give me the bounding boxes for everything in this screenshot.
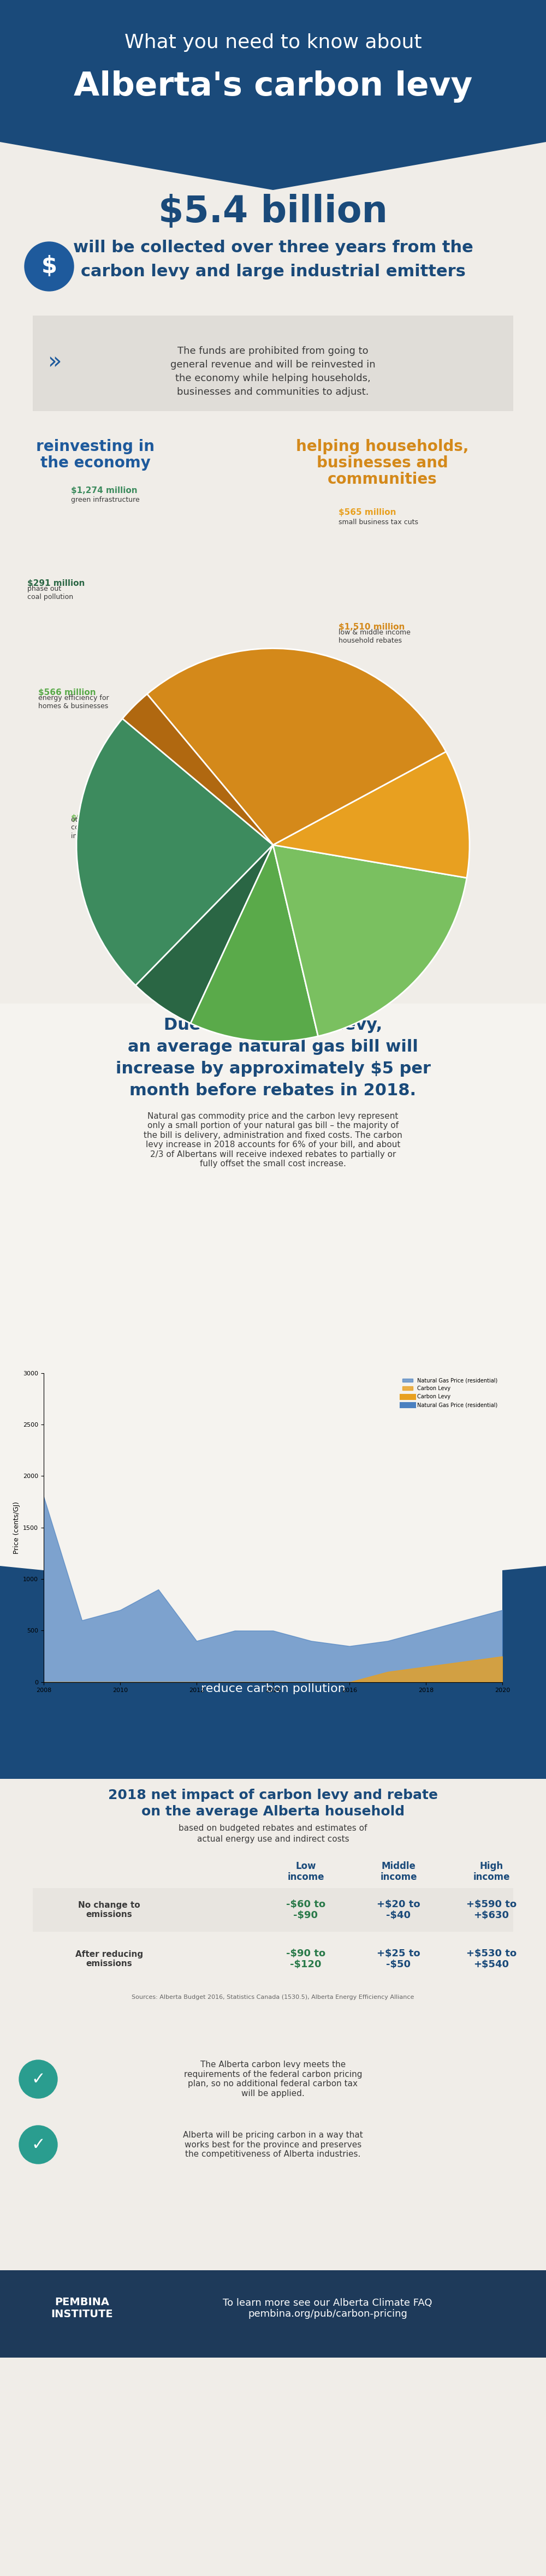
Bar: [0, 0, 546, 142]
Text: will be collected over three years from the: will be collected over three years from …: [73, 240, 473, 255]
Text: month before rebates in 2018.: month before rebates in 2018.: [129, 1082, 417, 1100]
Bar: [33, 1937, 513, 1981]
Bar: [0, 1005, 546, 1592]
Text: phase out
coal pollution: phase out coal pollution: [27, 585, 73, 600]
Legend: Natural Gas Price (residential), Carbon Levy, Carbon Levy, Natural Gas Price (re: Natural Gas Price (residential), Carbon …: [400, 1376, 500, 1409]
Text: To learn more see our Alberta Climate FAQ
pembina.org/pub/carbon-pricing: To learn more see our Alberta Climate FA…: [223, 2298, 432, 2318]
Text: $291 million: $291 million: [27, 580, 85, 587]
Text: Sources: Alberta Budget 2016, Statistics Canada (1530.5), Alberta Energy Efficie: Sources: Alberta Budget 2016, Statistics…: [132, 1994, 414, 1999]
Text: Natural gas commodity price and the carbon levy represent
only a small portion o: Natural gas commodity price and the carb…: [144, 1113, 402, 1167]
Text: increase by approximately $5 per: increase by approximately $5 per: [116, 1061, 430, 1077]
Text: Due to the carbon levy,: Due to the carbon levy,: [164, 1018, 382, 1033]
Bar: [0, 402, 546, 1005]
Wedge shape: [76, 719, 273, 987]
Bar: [33, 317, 513, 412]
Text: small business tax cuts: small business tax cuts: [339, 518, 418, 526]
Text: low & middle income
household rebates: low & middle income household rebates: [339, 629, 411, 644]
Text: Alberta's carbon levy: Alberta's carbon levy: [74, 70, 472, 103]
Text: helping households,: helping households,: [296, 438, 468, 453]
Text: Middle
income: Middle income: [380, 1860, 417, 1883]
Text: an average natural gas bill will: an average natural gas bill will: [128, 1038, 418, 1056]
Text: High
income: High income: [473, 1860, 510, 1883]
Text: +$590 to
+$630: +$590 to +$630: [466, 1899, 517, 1922]
Text: What you need to know about: What you need to know about: [124, 33, 422, 52]
Bar: [33, 1888, 513, 1932]
Text: while keeping the same incentive to: while keeping the same incentive to: [163, 1669, 383, 1680]
Wedge shape: [135, 845, 273, 1023]
Bar: [0, 1566, 546, 1785]
Wedge shape: [273, 752, 470, 878]
Text: ✓: ✓: [31, 2136, 45, 2154]
Text: Sources: Canalta, AUC Gas Advisor, APA lab: Sources: Canalta, AUC Gas Advisor, APA l…: [206, 1561, 340, 1566]
Text: $: $: [41, 255, 57, 278]
Text: carbon levy and large industrial emitters: carbon levy and large industrial emitter…: [81, 263, 465, 281]
Text: ✓: ✓: [31, 2071, 45, 2087]
Text: general revenue and will be reinvested in: general revenue and will be reinvested i…: [170, 361, 376, 368]
Text: other initiatives (e.g. support for
coal communities, renewable energy
investmen: other initiatives (e.g. support for coal…: [71, 817, 200, 840]
Bar: [0, 1780, 546, 2138]
Bar: [0, 137, 546, 415]
Text: on the average Alberta household: on the average Alberta household: [141, 1806, 405, 1819]
Text: -$90 to
-$120: -$90 to -$120: [286, 1947, 325, 1971]
Text: businesses and: businesses and: [317, 456, 448, 471]
Text: 2018 net impact of carbon levy and rebate: 2018 net impact of carbon levy and rebat…: [108, 1788, 438, 1801]
Text: No change to
emissions: No change to emissions: [78, 1901, 140, 1919]
Text: Low
income: Low income: [287, 1860, 324, 1883]
Bar: [0, 2133, 546, 2275]
Wedge shape: [122, 693, 273, 845]
Text: +$530 to
+$540: +$530 to +$540: [466, 1947, 517, 1971]
Text: +$25 to
-$50: +$25 to -$50: [377, 1947, 420, 1971]
Text: communities: communities: [328, 471, 437, 487]
Text: $566 million: $566 million: [38, 688, 96, 696]
Circle shape: [19, 2061, 57, 2099]
Circle shape: [25, 242, 74, 291]
Text: $1,274 million: $1,274 million: [71, 487, 138, 495]
Text: assistance to indigenous
communities: assistance to indigenous communities: [339, 750, 423, 765]
Text: Historical and predicted prices for residential natural gas including delivery, : Historical and predicted prices for resi…: [123, 1553, 423, 1558]
Text: +$20 to
-$40: +$20 to -$40: [377, 1899, 420, 1922]
Text: the economy while helping households,: the economy while helping households,: [175, 374, 371, 384]
Polygon shape: [0, 1538, 546, 1592]
Wedge shape: [191, 845, 318, 1041]
Circle shape: [19, 2125, 57, 2164]
Text: -$60 to
-$90: -$60 to -$90: [286, 1899, 325, 1922]
Text: actual energy use and indirect costs: actual energy use and indirect costs: [197, 1834, 349, 1842]
Wedge shape: [147, 649, 446, 845]
Text: reduce carbon pollution: reduce carbon pollution: [201, 1682, 345, 1695]
Text: the economy: the economy: [40, 456, 151, 471]
Text: Rebates will ensure: Rebates will ensure: [147, 1615, 399, 1638]
Text: »: »: [48, 350, 62, 374]
Text: $565 million: $565 million: [339, 507, 396, 515]
Text: the levy is affordable: the levy is affordable: [136, 1638, 410, 1662]
Text: $5.4 billion: $5.4 billion: [158, 193, 388, 229]
Wedge shape: [273, 845, 467, 1036]
Text: Alberta will be pricing carbon in a way that
works best for the province and pre: Alberta will be pricing carbon in a way …: [183, 2130, 363, 2159]
Text: green infrastructure: green infrastructure: [71, 497, 140, 505]
Text: energy efficiency for
homes & businesses: energy efficiency for homes & businesses: [38, 696, 109, 711]
Text: $151 million: $151 million: [339, 742, 396, 752]
Text: PEMBINA
INSTITUTE: PEMBINA INSTITUTE: [51, 2298, 113, 2318]
Y-axis label: Price (cents/GJ): Price (cents/GJ): [13, 1502, 20, 1553]
Text: businesses and communities to adjust.: businesses and communities to adjust.: [177, 386, 369, 397]
Bar: [0, 2269, 546, 2357]
Text: The funds are prohibited from going to: The funds are prohibited from going to: [177, 345, 369, 355]
Text: The Alberta carbon levy meets the
requirements of the federal carbon pricing
pla: The Alberta carbon levy meets the requir…: [184, 2061, 362, 2097]
Polygon shape: [0, 0, 546, 191]
Text: $998 million: $998 million: [71, 814, 128, 822]
Text: $1,510 million: $1,510 million: [339, 623, 405, 631]
Text: based on budgeted rebates and estimates of: based on budgeted rebates and estimates …: [179, 1824, 367, 1832]
Text: After reducing
emissions: After reducing emissions: [75, 1950, 143, 1968]
Text: reinvesting in: reinvesting in: [36, 438, 155, 453]
